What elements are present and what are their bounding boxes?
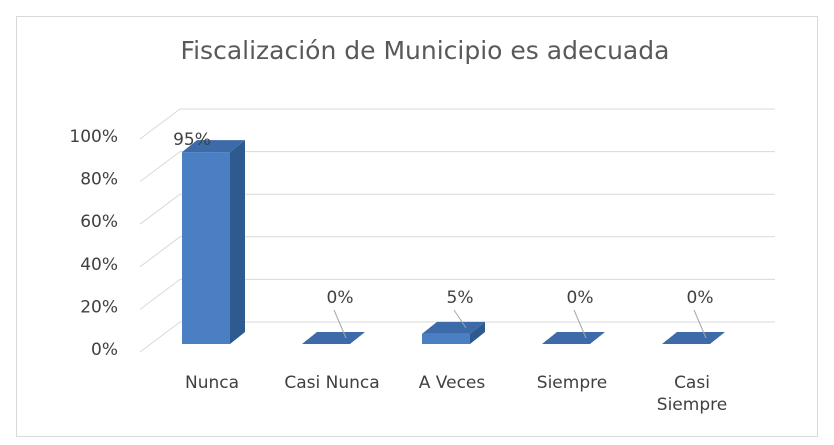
grid-line	[139, 193, 775, 225]
bar-top	[662, 332, 725, 344]
chart-border	[16, 16, 818, 437]
bar-top	[182, 140, 245, 153]
x-tick-label: A Veces	[418, 373, 486, 393]
grid-line	[139, 321, 775, 353]
x-tick-label: Casi Siempre	[656, 373, 728, 415]
data-label: 0%	[567, 288, 594, 308]
y-tick-label: 100%	[69, 127, 118, 147]
y-tick-label: 60%	[80, 212, 118, 232]
bar-side	[230, 140, 245, 344]
y-tick-label: 0%	[91, 340, 118, 360]
y-tick-label: 80%	[80, 170, 118, 190]
grid-line	[139, 236, 775, 268]
grid-line	[139, 151, 775, 182]
data-label: 0%	[687, 288, 714, 308]
bar-top	[302, 332, 365, 344]
data-label: 95%	[173, 130, 211, 150]
x-tick-label: Casi Nunca	[284, 373, 380, 393]
bar-front	[422, 333, 470, 344]
chart-title: Fiscalización de Municipio es adecuada	[181, 36, 670, 65]
bar-top	[542, 332, 605, 344]
grid-line	[139, 278, 775, 310]
bar-front	[182, 152, 230, 344]
x-tick-label: Nunca	[184, 373, 240, 393]
bar	[422, 321, 485, 344]
grid-line	[139, 108, 775, 140]
bar	[662, 332, 725, 344]
leader-line	[693, 309, 707, 339]
leader-line	[453, 309, 467, 329]
data-label: 5%	[447, 288, 474, 308]
bar	[542, 332, 605, 344]
leader-line	[573, 309, 587, 339]
bar	[302, 332, 365, 344]
bar-top	[422, 321, 485, 334]
y-tick-label: 40%	[80, 255, 118, 275]
data-label: 0%	[327, 288, 354, 308]
y-tick-label: 20%	[80, 297, 118, 317]
bar	[182, 140, 245, 344]
leader-line	[333, 309, 347, 339]
x-tick-label: Siempre	[536, 373, 608, 393]
bar-side	[470, 321, 485, 344]
